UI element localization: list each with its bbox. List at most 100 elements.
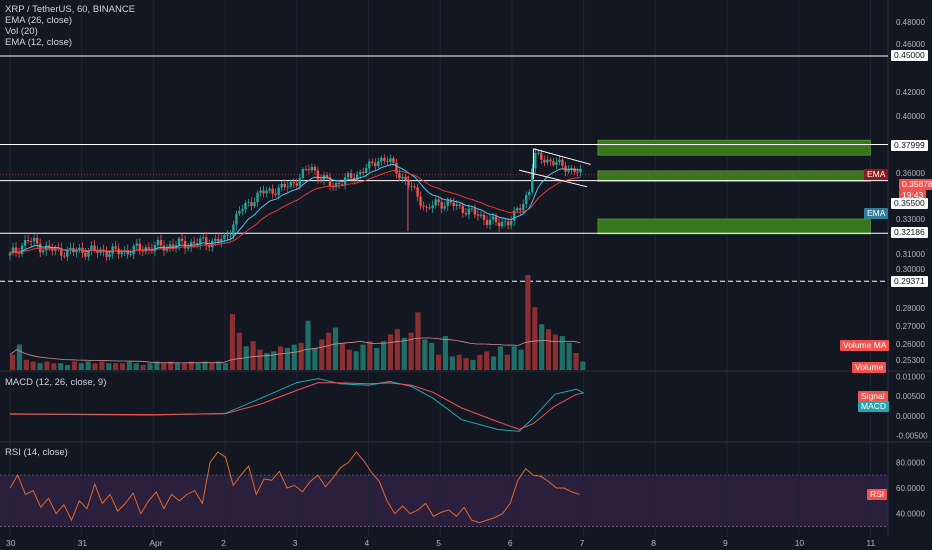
volume-bar [195,363,201,370]
candle-body [368,161,371,169]
candle-body [334,182,338,188]
candle-body [268,188,271,191]
candle-body [99,249,102,253]
candle-body [42,250,45,253]
level-0294-badge: 0.29371 [891,276,928,287]
volume-bar [545,329,552,370]
symbol-title[interactable]: XRP / TetherUS, 60, BINANCE [5,4,136,15]
candle-body [274,193,277,195]
candle-body [416,187,419,197]
volume-bar [360,344,366,370]
candle-body [38,243,42,253]
ema12-tag: EMA [864,208,889,219]
volume-bar [30,361,36,370]
candle-body [455,204,459,207]
volume-bar [484,351,490,370]
x-tick-label: Apr [149,538,162,548]
x-tick-label: 5 [436,538,441,548]
candle-body [129,254,132,255]
volume-bar [580,361,586,370]
volume-bar [257,349,263,370]
candle-body [23,240,27,246]
wedge-upper-line [533,148,591,165]
x-tick-label: 31 [78,538,88,548]
rsi-title[interactable]: RSI (14, close) [5,447,68,458]
candle-body [75,250,78,253]
vol-legend[interactable]: Vol (20) [5,26,38,37]
volume-bar [353,351,359,370]
volume-bar [58,363,64,370]
candle-body [452,202,455,207]
candle-body [473,208,477,215]
volume-bar [92,363,98,370]
target-zone-box [597,218,871,235]
candle-body [325,175,329,178]
candle-body [283,183,286,188]
candle-body [250,202,253,207]
volume-bar [573,353,579,370]
volume-bar [51,363,57,370]
target-zone-box [597,170,871,182]
candle-body [543,159,546,163]
macd-y-tick: 0.01000 [896,373,925,382]
candle-body [362,171,365,173]
rsi-legend: RSI (14, close) [5,447,68,458]
candle-body [392,158,395,163]
candle-body [238,210,241,214]
volume-bar [367,341,373,370]
candle-body [60,248,63,256]
candle-body [256,192,259,203]
candle-body [552,161,555,165]
candle-body [69,247,72,250]
countdown-badge: 19:43 [899,190,927,201]
signal-badge: Signal [858,391,888,402]
candle-body [298,177,302,186]
candle-body [198,238,202,245]
candle-body [292,182,295,184]
volume-bar [490,356,497,370]
volume-bar [119,363,126,370]
volume-bar [99,361,105,370]
candle-body [189,241,193,248]
y-tick-label: 0.46000 [896,40,925,49]
volume-bar [374,347,380,370]
volume-bar [532,307,538,370]
volume-bar [394,329,400,370]
volume-bar [85,361,91,370]
volume-bar [326,332,332,370]
candle-body [377,161,380,167]
rsi-y-tick: 80.0000 [896,458,925,467]
candle-body [404,176,407,181]
volume-bar [181,363,187,370]
candle-body [168,244,172,247]
volume-bar [78,363,84,370]
x-tick-label: 2 [221,538,226,548]
macd-badge: MACD [858,401,890,412]
candle-body [494,216,498,223]
candle-body [32,238,36,242]
candle-body [108,253,111,257]
ema26-legend[interactable]: EMA (26, close) [5,15,73,26]
candle-body [87,250,90,257]
candle-body [253,202,256,207]
candle-body [401,176,404,179]
volume-bar [284,347,291,370]
volume-bar [10,354,16,370]
candle-body [105,251,108,257]
ema12-legend[interactable]: EMA (12, close) [5,37,73,48]
candle-body [180,238,184,241]
candle-body [349,173,353,178]
candle-body [374,162,377,167]
candle-body [90,245,93,251]
candle-body [93,245,96,251]
candle-body [220,239,223,242]
vol-ma-badge: Volume MA [840,340,890,351]
candle-body [316,170,320,180]
candle-body [491,216,495,220]
macd-title[interactable]: MACD (12, 26, close, 9) [5,377,107,388]
volume-bar [381,341,387,370]
candle-body [229,235,232,237]
x-tick-label: 4 [365,538,370,548]
candle-body [573,168,576,173]
